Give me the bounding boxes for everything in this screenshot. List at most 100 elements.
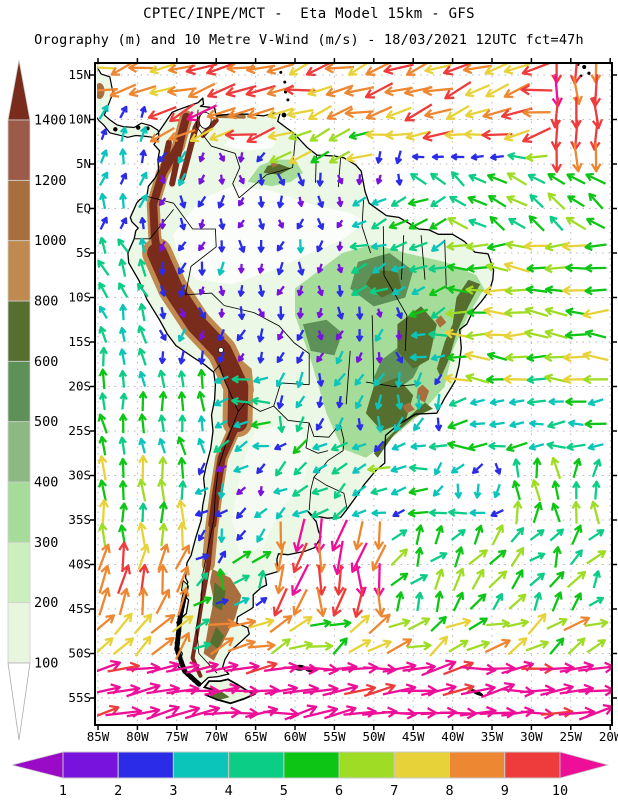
wind-arrow [168,129,196,142]
wind-arrow [218,308,226,318]
wind-arrow [351,220,367,229]
wind-arrow [354,394,364,410]
wind-arrow [117,564,132,595]
wind-arrow [392,508,406,518]
wind-arrow [316,172,324,187]
wind-arrow [179,195,187,209]
wind-arrow [295,395,306,409]
wind-arrow [466,264,488,274]
wind-arrow [218,218,226,230]
wind-arrow [468,218,487,228]
wind-arrow [198,306,207,319]
wind-arrow [544,263,568,274]
wind-arrow [248,617,275,629]
wind-arrow [355,352,363,363]
wind-arrow [348,131,370,141]
wind-arrow [193,596,212,607]
wind-arrow [291,542,308,574]
wind-arrow [449,195,467,207]
wind-arrow [157,543,170,571]
wind-segment [62,751,119,779]
wind-arrow [333,482,346,499]
map-frame [90,58,617,730]
wind-arrow [118,413,128,434]
wind-arrow [118,303,128,321]
wind-arrow [549,637,565,655]
wind-arrow [510,527,525,543]
wind-arrow [146,704,180,721]
wind-arrow [277,415,286,433]
wind-arrow [316,396,324,409]
wind-arrow [488,441,506,451]
orography-segment [7,481,31,543]
lat-label: 10S [68,290,91,305]
wind-arrow [118,436,127,455]
wind-arrow [578,661,611,674]
wind-arrow [506,441,528,453]
wind-arrow [307,85,333,97]
wind-arrow [430,172,447,186]
wind-above-arrow [559,751,610,779]
country-border [371,315,375,383]
wind-arrow [196,390,206,412]
wind-arrow [524,306,549,318]
wind-arrow [565,307,587,317]
wind-arrow [267,131,293,141]
wind-arrow [424,64,452,75]
wind-arrow [166,684,200,696]
wind-arrow [563,616,591,632]
wind-arrow [442,64,472,76]
wind-arrow [544,328,568,340]
wind-arrow [336,284,344,297]
wind-arrow [503,261,530,273]
wind-arrow [138,237,147,253]
wind-arrow [335,330,344,341]
wind-arrow [138,370,147,388]
wind-arrow [566,570,587,589]
terrain-cordillera-occidental [158,139,172,178]
wind-arrow [174,544,191,570]
lon-label: 80W [126,729,149,744]
lat-label: 55S [68,690,91,705]
wind-arrow [464,84,491,98]
wind-arrow [471,568,485,590]
wind-arrow [584,618,609,629]
wind-arrow [587,442,604,451]
country-border [224,305,310,385]
wind-arrow [551,141,563,173]
wind-arrow [118,193,128,209]
lon-label: 55W [323,729,346,744]
wind-arrow [227,617,257,629]
wind-arrow [414,546,424,567]
wind-arrow [411,285,426,296]
wind-arrow [512,500,523,525]
wind-arrow [238,196,245,207]
wind-arrow [185,685,220,697]
wind-arrow [174,632,191,660]
wind-segment [449,751,506,779]
wind-arrow [214,509,229,518]
wind-arrow [97,704,120,717]
wind-arrow [177,587,190,616]
wind-arrow [391,442,406,451]
wind-arrow [324,64,355,74]
wind-arrow [343,683,377,696]
wind-arrow [434,525,444,545]
wind-arrow [245,660,278,675]
wind-arrow [276,285,285,296]
wind-arrow [330,519,349,552]
wind-arrow [352,463,367,474]
wind-arrow [178,480,187,500]
wind-arrow [550,502,561,523]
wind-arrow [546,617,568,630]
wind-arrow [486,242,508,252]
lat-label: 25S [68,423,91,438]
lon-label: 30W [520,729,543,744]
wind-arrow [588,596,605,607]
wind-arrow [434,590,444,613]
wind-arrow [316,307,324,319]
wind-arrow [352,196,367,207]
wind-arrow [479,706,517,719]
island-cape-verde [582,64,587,69]
wind-arrow [571,142,583,173]
